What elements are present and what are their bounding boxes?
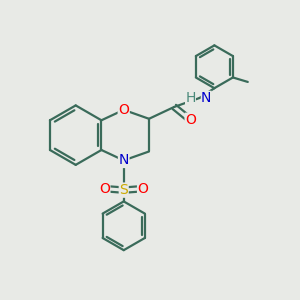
Text: O: O [185, 113, 196, 127]
Text: O: O [99, 182, 110, 196]
Text: H: H [185, 91, 196, 105]
Text: O: O [118, 103, 129, 117]
Text: S: S [119, 183, 128, 197]
Text: N: N [118, 153, 129, 167]
Text: O: O [138, 182, 148, 196]
Text: N: N [201, 91, 211, 105]
